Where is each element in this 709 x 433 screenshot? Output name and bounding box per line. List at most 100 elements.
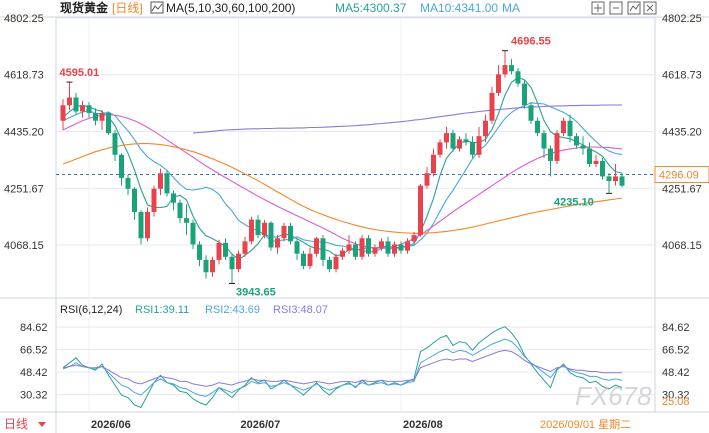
- candle-up: [392, 244, 397, 254]
- candle-down: [138, 211, 144, 239]
- candle-up: [561, 120, 566, 134]
- date-tick-label: 2026/08: [403, 419, 443, 431]
- price-tick-label-left: 4435.20: [4, 127, 44, 139]
- price-tick-label-right: 4068.15: [662, 240, 702, 252]
- ma-more-value: MA: [502, 1, 520, 15]
- current-date: 2026/09/01 星期二: [540, 418, 631, 431]
- chart-frame: [0, 16, 709, 433]
- candle-up: [80, 105, 85, 112]
- candle-up: [593, 160, 599, 165]
- candle-down: [535, 120, 540, 134]
- candle-up: [502, 65, 508, 75]
- candle-down: [223, 242, 228, 257]
- price-tick-label-left: 4068.15: [4, 240, 44, 252]
- price-tick-label-right: 4251.67: [662, 183, 702, 195]
- price-tick-label-right: 4435.20: [662, 127, 702, 139]
- watermark: FX678: [575, 381, 652, 411]
- current-price-label: 4296.09: [659, 170, 699, 182]
- price-tick-label-left: 4251.67: [4, 183, 44, 195]
- candle-down: [509, 65, 514, 72]
- candle-up: [431, 154, 436, 174]
- candle-up: [158, 173, 163, 189]
- candle-down: [184, 218, 189, 223]
- period-label[interactable]: [日线]: [112, 1, 143, 15]
- candle-up: [60, 105, 66, 121]
- candle-down: [171, 193, 176, 203]
- rsi-tick-label-left: 84.62: [20, 322, 48, 334]
- candlesticks: [60, 50, 625, 284]
- chevron-down-icon[interactable]: [38, 422, 46, 427]
- candle-up: [372, 247, 378, 254]
- candle-down: [522, 83, 527, 106]
- candle-up: [340, 250, 345, 257]
- rsi-tick-label-right: 25.08: [662, 396, 690, 408]
- candle-up: [437, 142, 443, 155]
- period-button[interactable]: 日线: [4, 417, 28, 431]
- candle-up: [262, 222, 267, 236]
- candle-down: [450, 133, 456, 149]
- candle-down: [125, 177, 131, 189]
- settings-icon[interactable]: [627, 1, 641, 15]
- header-bar: 现货黄金 [日线] MA(5,10,30,60,100,200) MA5:430…: [60, 0, 657, 15]
- candle-up: [613, 176, 618, 182]
- candle-down: [580, 145, 586, 149]
- candle-down: [112, 133, 118, 155]
- price-tick-label-left: 4802.25: [4, 13, 44, 25]
- candle-down: [203, 259, 209, 273]
- rsi-params-label[interactable]: RSI(6,12,24): [60, 304, 122, 316]
- ma-settings-icon[interactable]: [150, 1, 164, 14]
- close-icon[interactable]: [643, 1, 657, 15]
- candle-down: [177, 202, 183, 219]
- rsi2-line: [62, 338, 623, 397]
- rsi-tick-label-right: 66.52: [662, 345, 690, 357]
- candle-down: [327, 259, 332, 270]
- candle-up: [99, 113, 105, 121]
- date-tick-label: 2026/06: [91, 419, 131, 431]
- ma10-line: [62, 102, 623, 253]
- rsi-tick-label-left: 66.52: [20, 345, 48, 357]
- ma-params-label[interactable]: MA(5,10,30,60,100,200): [166, 1, 295, 15]
- annotation-label: 4696.55: [511, 36, 551, 48]
- candle-down: [541, 133, 547, 149]
- candle-down: [93, 113, 98, 121]
- candle-down: [353, 244, 358, 257]
- ma10-value: MA10:4341.00: [420, 1, 498, 15]
- candle-down: [190, 222, 196, 245]
- candle-up: [424, 173, 430, 186]
- candle-down: [164, 173, 170, 194]
- candle-down: [398, 244, 404, 251]
- candle-down: [119, 154, 124, 178]
- candle-up: [145, 211, 150, 239]
- rsi-tick-label-left: 30.32: [20, 390, 48, 402]
- crosshair-icon[interactable]: [591, 1, 605, 15]
- footer-bar: 日线 2026/09/01 星期二 FX678: [0, 381, 652, 433]
- ma100-line: [192, 104, 622, 134]
- candle-down: [86, 105, 92, 114]
- ma60-line: [62, 143, 623, 234]
- candle-up: [242, 241, 248, 254]
- annotation-label: 4235.10: [554, 196, 594, 208]
- candle-up: [275, 238, 280, 248]
- zoom-out-icon[interactable]: [609, 1, 623, 15]
- candle-down: [288, 225, 293, 242]
- candle-up: [210, 259, 215, 273]
- candle-down: [528, 105, 534, 121]
- candle-up: [249, 219, 254, 242]
- candle-down: [320, 238, 326, 260]
- candle-down: [600, 160, 605, 177]
- candle-up: [444, 133, 449, 143]
- axis-labels: 4802.25 4802.25 4618.73 4618.73 4435.20 4435.…: [4, 13, 709, 431]
- rsi3-value: RSI3:48.07: [273, 304, 328, 316]
- current-price-tag: [654, 166, 709, 184]
- rsi-tick-label-right: 30.32: [662, 390, 690, 402]
- candle-up: [457, 139, 462, 149]
- candle-up: [379, 241, 384, 248]
- candle-up: [314, 238, 319, 254]
- candle-up: [359, 238, 365, 257]
- rsi3-line: [62, 349, 622, 387]
- annotation-label: 3943.65: [236, 287, 276, 299]
- price-grid: [56, 17, 655, 412]
- candle-up: [476, 136, 482, 155]
- rsi-lines: [62, 326, 623, 409]
